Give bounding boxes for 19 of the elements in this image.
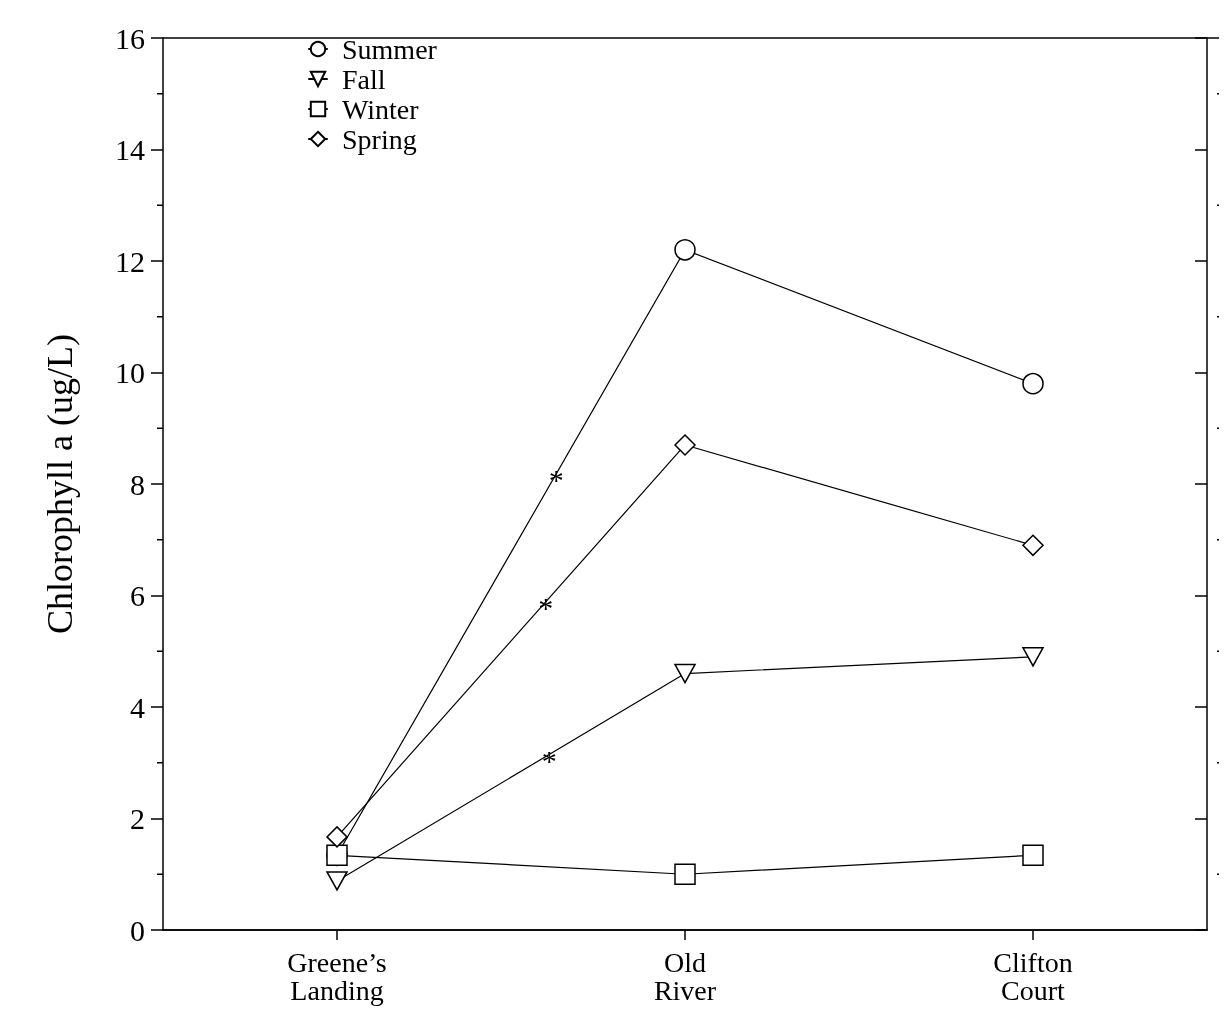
y-tick-label: 10 bbox=[115, 356, 145, 389]
legend-label: Fall bbox=[342, 63, 386, 95]
y-tick-label: 2 bbox=[130, 802, 145, 835]
y-axis-title: Chlorophyll a (ug/L) bbox=[40, 334, 80, 634]
y-tick-label: 6 bbox=[130, 579, 145, 612]
x-tick-label: Greene’s Landing bbox=[287, 946, 387, 1006]
y-tick-label: 8 bbox=[130, 467, 145, 501]
y-tick-label: 14 bbox=[115, 133, 145, 166]
y-tick-label: 12 bbox=[115, 244, 145, 278]
x-tick-label: Clifton Court bbox=[993, 946, 1073, 1006]
y-tick-label: 0 bbox=[130, 913, 145, 947]
legend-label: Winter bbox=[342, 93, 420, 125]
annotation: * bbox=[541, 743, 557, 777]
x-tick-label: Old River bbox=[653, 946, 717, 1006]
y-tick-label: 16 bbox=[115, 21, 145, 55]
legend-label: Summer bbox=[342, 33, 438, 65]
y-tick-label: 4 bbox=[130, 690, 145, 724]
annotation: * bbox=[538, 591, 554, 625]
legend-label: Spring bbox=[342, 123, 417, 155]
